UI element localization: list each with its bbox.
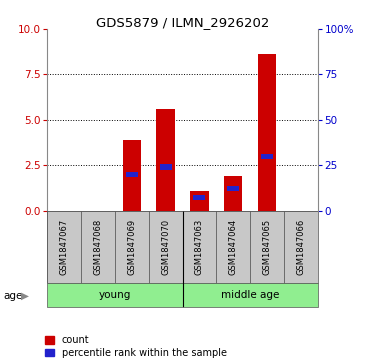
Bar [47, 211, 81, 283]
Bar [182, 211, 216, 283]
Text: GSM1847066: GSM1847066 [296, 219, 305, 275]
Text: GSM1847068: GSM1847068 [93, 219, 103, 275]
Text: GSM1847070: GSM1847070 [161, 219, 170, 275]
Bar [261, 154, 273, 159]
Text: young: young [99, 290, 131, 300]
Text: age: age [4, 291, 23, 301]
Bar [81, 211, 115, 283]
Bar [149, 211, 182, 283]
Legend: count, percentile rank within the sample: count, percentile rank within the sample [45, 335, 227, 358]
Text: GSM1847069: GSM1847069 [127, 219, 137, 275]
Bar [227, 186, 239, 191]
Bar [284, 211, 318, 283]
Text: GDS5879 / ILMN_2926202: GDS5879 / ILMN_2926202 [96, 16, 269, 29]
Bar [258, 54, 276, 211]
Text: ▶: ▶ [21, 291, 29, 301]
Text: GSM1847065: GSM1847065 [262, 219, 272, 275]
Bar [160, 164, 172, 170]
Text: GSM1847063: GSM1847063 [195, 219, 204, 275]
Text: GSM1847064: GSM1847064 [228, 219, 238, 275]
Bar [224, 176, 242, 211]
Text: GSM1847067: GSM1847067 [60, 219, 69, 275]
Bar [190, 191, 209, 211]
Bar [47, 283, 182, 307]
Bar [115, 211, 149, 283]
Bar [193, 195, 205, 200]
Bar [216, 211, 250, 283]
Text: middle age: middle age [221, 290, 279, 300]
Bar [250, 211, 284, 283]
Bar [126, 172, 138, 177]
Bar [182, 283, 318, 307]
Bar [123, 140, 141, 211]
Bar [156, 109, 175, 211]
